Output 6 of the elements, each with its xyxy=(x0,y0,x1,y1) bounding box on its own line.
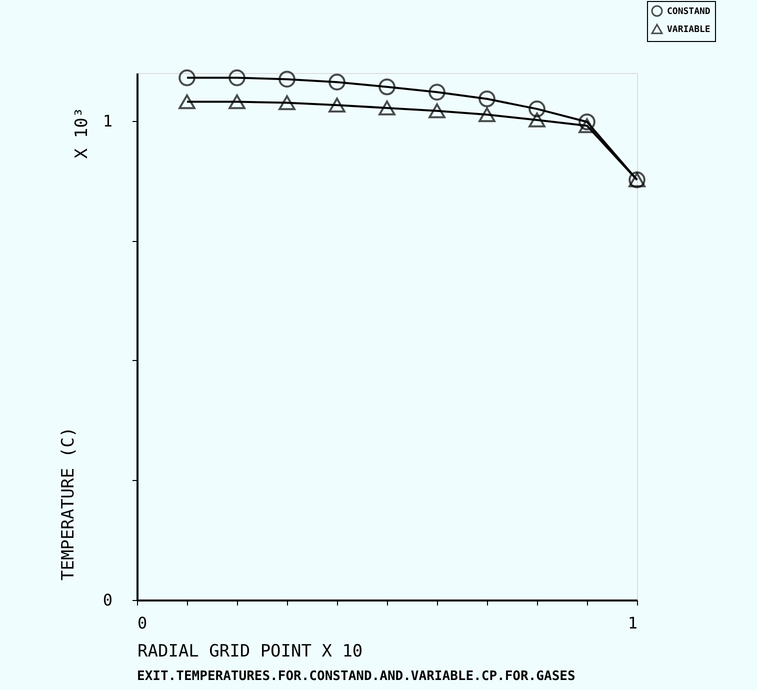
legend-label: VARIABLE xyxy=(667,25,710,35)
legend-label: CONSTAND xyxy=(667,7,711,17)
text: EXIT.TEMPERATURES.FOR.CONSTAND.AND.VARIABLE.CP.FOR.GASES xyxy=(137,669,576,684)
y-axis-title: TEMPERATURE (C) xyxy=(58,426,78,580)
text: X 10³ xyxy=(72,107,92,159)
x-axis-title: RADIAL GRID POINT X 10 xyxy=(138,642,363,662)
